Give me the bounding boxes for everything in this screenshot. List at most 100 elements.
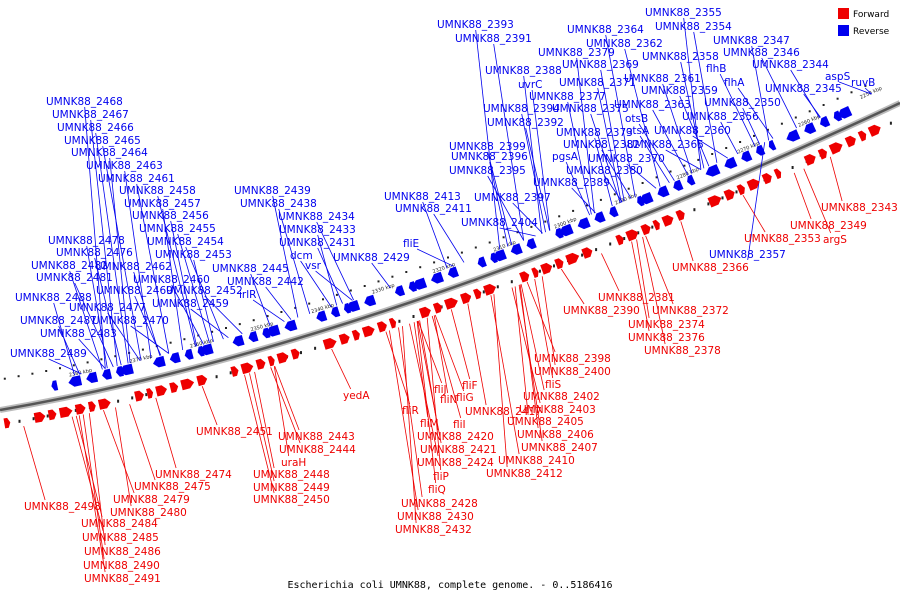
track-dot xyxy=(45,370,48,372)
track-dot xyxy=(822,104,825,106)
reverse-leader-line xyxy=(838,81,872,95)
reverse-gene-47 xyxy=(804,122,817,134)
track-dot xyxy=(753,134,755,137)
reverse-leader-line xyxy=(601,149,632,199)
forward-leader-lines xyxy=(23,156,843,573)
forward-leader-line xyxy=(645,235,674,305)
reverse-gene-25 xyxy=(447,266,459,278)
forward-gene-15 xyxy=(255,358,266,370)
reverse-gene-35 xyxy=(609,206,619,218)
forward-leader-line xyxy=(433,315,449,394)
reverse-label-flie: fliE xyxy=(403,238,419,250)
forward-leader-line xyxy=(398,327,423,498)
forward-label-umnk88-2485: UMNK88_2485 xyxy=(82,532,159,544)
forward-label-umnk88-2448: UMNK88_2448 xyxy=(253,469,330,481)
track-dot xyxy=(300,351,302,355)
reverse-label-umnk88-2460: UMNK88_2460 xyxy=(133,274,210,286)
forward-gene-31 xyxy=(519,271,530,283)
reverse-leader-line xyxy=(74,282,114,368)
reverse-label-umnk88-2371: UMNK88_2371 xyxy=(559,77,636,89)
forward-label-umnk88-2443: UMNK88_2443 xyxy=(278,431,355,443)
forward-label-umnk88-2449: UMNK88_2449 xyxy=(253,482,330,494)
reverse-label-otsa: otsA xyxy=(626,125,650,137)
reverse-leader-line xyxy=(300,260,332,308)
reverse-gene-38 xyxy=(657,185,670,198)
forward-label-flii: fliI xyxy=(453,419,466,431)
track-dot xyxy=(599,198,602,201)
track-dot xyxy=(791,166,794,169)
track-dot xyxy=(889,121,892,125)
forward-gene-41 xyxy=(661,215,674,227)
forward-label-umnk88-2372: UMNK88_2372 xyxy=(652,305,729,317)
reverse-label-umnk88-2466: UMNK88_2466 xyxy=(57,122,134,134)
forward-gene-50 xyxy=(817,148,827,160)
reverse-leader-line xyxy=(531,89,551,231)
reverse-leader-line xyxy=(604,175,623,203)
reverse-leader-line xyxy=(624,48,661,187)
track-dot xyxy=(100,358,103,361)
reverse-label-umnk88-2345: UMNK88_2345 xyxy=(765,83,842,95)
reverse-label-umnk88-2380: UMNK88_2380 xyxy=(566,165,643,177)
reverse-leader-line xyxy=(86,245,108,369)
forward-gene-30 xyxy=(483,283,496,296)
forward-leader-line xyxy=(519,284,539,429)
reverse-leader-line xyxy=(679,95,710,167)
tick-label-11: 2360 kbp xyxy=(189,338,213,350)
track-dot xyxy=(627,187,630,190)
forward-label-umnk88-2430: UMNK88_2430 xyxy=(397,511,474,523)
forward-label-umnk88-2349: UMNK88_2349 xyxy=(790,220,867,232)
forward-gene-48 xyxy=(773,168,782,180)
forward-leader-line xyxy=(273,366,290,457)
forward-label-umnk88-2390: UMNK88_2390 xyxy=(563,305,640,317)
forward-label-umnk88-2381: UMNK88_2381 xyxy=(598,292,675,304)
forward-label-umnk88-2421: UMNK88_2421 xyxy=(420,444,497,456)
forward-leader-line xyxy=(426,317,442,471)
genome-backbone xyxy=(0,101,900,412)
reverse-label-flha: flhA xyxy=(724,77,745,89)
reverse-label-pgsa: pgsA xyxy=(552,151,579,163)
reverse-gene-1 xyxy=(68,375,83,387)
reverse-leader-line xyxy=(475,29,501,250)
forward-label-umnk88-2376: UMNK88_2376 xyxy=(628,332,705,344)
forward-leader-line xyxy=(514,286,529,416)
reverse-leader-line xyxy=(171,284,204,345)
track-dot xyxy=(252,319,255,322)
reverse-leader-line xyxy=(639,135,670,184)
forward-label-umnk88-2374: UMNK88_2374 xyxy=(628,319,705,331)
forward-leader-line xyxy=(389,330,419,511)
reverse-leader-line xyxy=(136,183,170,354)
reverse-label-umnk88-2489: UMNK88_2489 xyxy=(10,348,87,360)
reverse-label-umnk88-2463: UMNK88_2463 xyxy=(86,160,163,172)
track-dot xyxy=(145,393,148,397)
forward-gene-17 xyxy=(276,352,289,364)
reverse-label-umnk88-2457: UMNK88_2457 xyxy=(124,198,201,210)
legend-reverse-label: Reverse xyxy=(853,27,890,37)
reverse-leader-line xyxy=(78,338,106,369)
reverse-gene-0 xyxy=(51,380,59,391)
reverse-label-otsb: otsB xyxy=(625,113,648,125)
reverse-label-umnk88-2454: UMNK88_2454 xyxy=(147,236,224,248)
track-dot xyxy=(693,208,696,212)
reverse-leader-line xyxy=(69,270,103,370)
forward-label-umnk88-2474: UMNK88_2474 xyxy=(155,469,232,481)
reverse-leader-line xyxy=(597,87,622,203)
reverse-leader-line xyxy=(864,87,872,95)
reverse-leader-line xyxy=(130,325,170,354)
forward-label-umnk88-2398: UMNK88_2398 xyxy=(534,353,611,365)
forward-gene-43 xyxy=(707,195,722,208)
forward-gene-46 xyxy=(746,178,760,191)
reverse-leader-line xyxy=(162,208,184,351)
reverse-label-umnk88-2488: UMNK88_2488 xyxy=(15,292,92,304)
track-dot xyxy=(735,190,738,194)
reverse-gene-2 xyxy=(86,371,99,383)
reverse-gene-21 xyxy=(395,285,406,297)
reverse-leader-line xyxy=(177,233,210,344)
reverse-gene-29 xyxy=(510,243,523,255)
reverse-label-umnk88-2462: UMNK88_2462 xyxy=(95,261,172,273)
reverse-gene-42 xyxy=(724,156,738,169)
forward-label-umnk88-2400: UMNK88_2400 xyxy=(534,366,611,378)
reverse-label-umnk88-2354: UMNK88_2354 xyxy=(655,21,732,33)
reverse-leader-line xyxy=(525,127,550,231)
reverse-leader-line xyxy=(652,109,689,176)
